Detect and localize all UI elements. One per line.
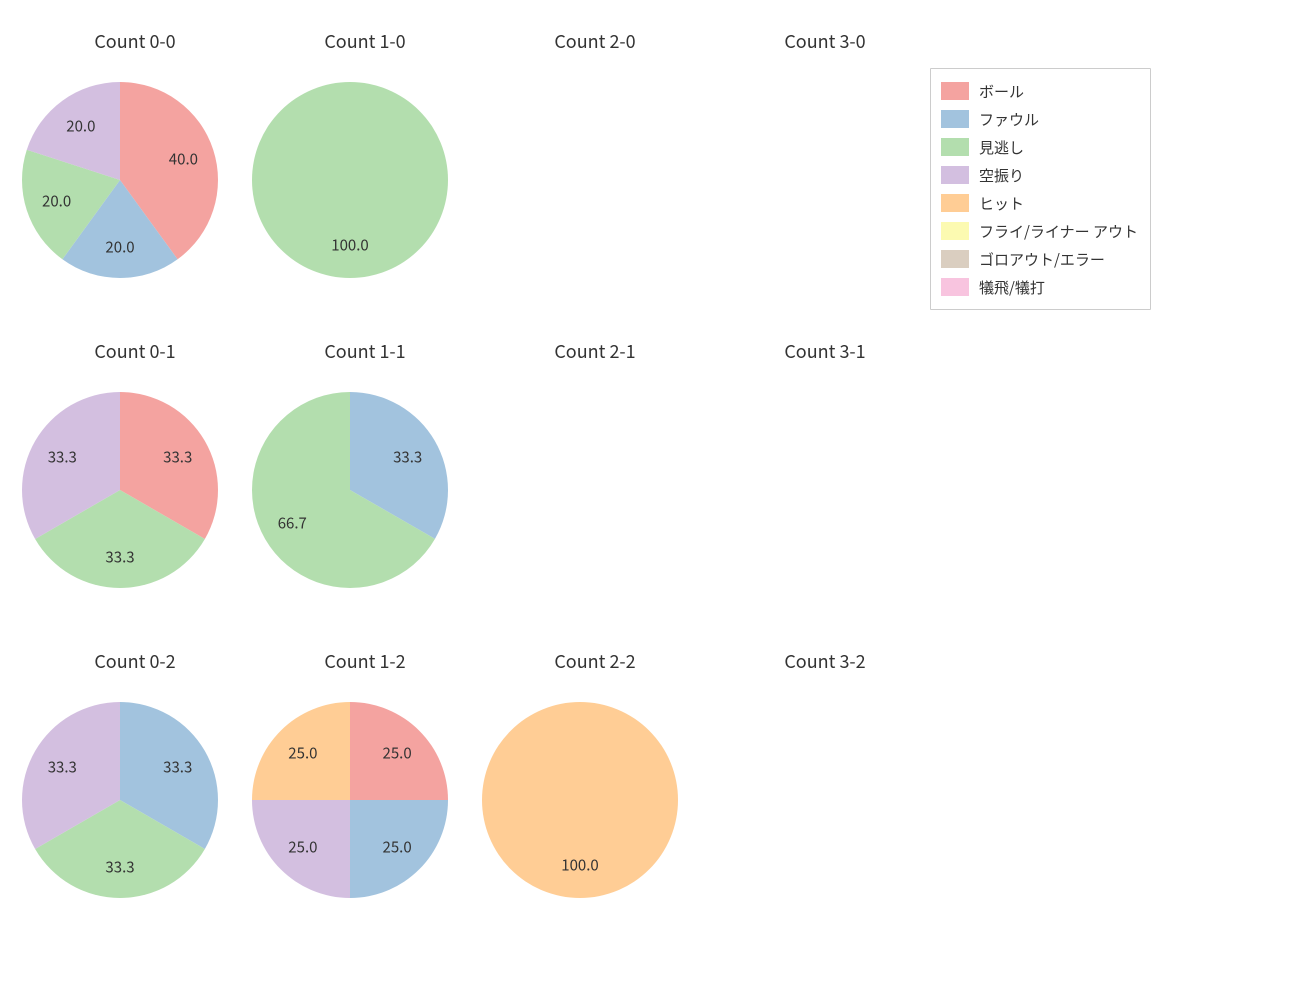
pie-svg xyxy=(252,392,448,588)
pie-chart: 40.0 20.0 20.0 20.0 xyxy=(22,82,218,278)
pie-slice-label: 33.3 xyxy=(393,446,422,467)
panel-title: Count 2-2 xyxy=(480,648,710,674)
legend-swatch xyxy=(941,166,969,184)
chart-panel: Count 0-1 33.3 33.3 33.3 xyxy=(20,320,250,630)
legend-label: 犠飛/犠打 xyxy=(979,277,1045,298)
legend-swatch xyxy=(941,278,969,296)
pie-svg xyxy=(252,702,448,898)
pie-chart: 33.3 33.3 33.3 xyxy=(22,392,218,588)
legend-swatch xyxy=(941,194,969,212)
pie-svg xyxy=(712,82,908,278)
legend-swatch xyxy=(941,222,969,240)
legend-label: 空振り xyxy=(979,165,1024,186)
pie-slice-label: 33.3 xyxy=(105,546,134,567)
pie-slice-label: 33.3 xyxy=(105,856,134,877)
panel-title: Count 1-2 xyxy=(250,648,480,674)
legend-item: 犠飛/犠打 xyxy=(941,273,1138,301)
pie-slice-label: 33.3 xyxy=(163,446,192,467)
legend-item: ゴロアウト/エラー xyxy=(941,245,1138,273)
legend-label: ファウル xyxy=(979,109,1039,130)
pie-slice-label: 20.0 xyxy=(66,116,95,137)
pie-slice-label: 100.0 xyxy=(331,234,368,255)
chart-panel: Count 3-1 xyxy=(710,320,940,630)
pie-chart: 100.0 xyxy=(482,702,678,898)
panel-title: Count 3-1 xyxy=(710,338,940,364)
legend-item: 見逃し xyxy=(941,133,1138,161)
pie-chart xyxy=(482,82,678,278)
pie-svg xyxy=(482,82,678,278)
legend-label: ヒット xyxy=(979,193,1024,214)
chart-panel: Count 0-2 33.3 33.3 33.3 xyxy=(20,630,250,940)
panel-title: Count 1-0 xyxy=(250,28,480,54)
pie-chart: 33.3 33.3 33.3 xyxy=(22,702,218,898)
chart-panel: Count 1-1 33.3 66.7 xyxy=(250,320,480,630)
legend-label: フライ/ライナー アウト xyxy=(979,221,1138,242)
pie-chart: 25.0 25.0 25.0 25.0 xyxy=(252,702,448,898)
pie-slice-label: 33.3 xyxy=(163,756,192,777)
chart-panel: Count 2-2 100.0 xyxy=(480,630,710,940)
panel-title: Count 3-2 xyxy=(710,648,940,674)
pie-slice-label: 20.0 xyxy=(105,236,134,257)
pie-svg xyxy=(712,392,908,588)
legend-label: ボール xyxy=(979,81,1024,102)
legend-item: ボール xyxy=(941,77,1138,105)
panel-title: Count 3-0 xyxy=(710,28,940,54)
pie-chart xyxy=(712,702,908,898)
chart-panel: Count 3-2 xyxy=(710,630,940,940)
pie-chart xyxy=(482,392,678,588)
legend-item: ファウル xyxy=(941,105,1138,133)
chart-panel: Count 2-1 xyxy=(480,320,710,630)
pie-chart xyxy=(712,82,908,278)
pie-chart: 100.0 xyxy=(252,82,448,278)
chart-panel: Count 0-0 40.0 20.0 20.0 20.0 xyxy=(20,10,250,320)
legend-swatch xyxy=(941,82,969,100)
pie-slice-label: 25.0 xyxy=(383,742,412,763)
chart-panel: Count 1-0 100.0 xyxy=(250,10,480,320)
chart-panel: Count 2-0 xyxy=(480,10,710,320)
chart-panel: Count 3-0 xyxy=(710,10,940,320)
pie-svg xyxy=(712,702,908,898)
legend-swatch xyxy=(941,138,969,156)
legend-item: ヒット xyxy=(941,189,1138,217)
pie-slice-label: 20.0 xyxy=(42,190,71,211)
pie-slice-label: 66.7 xyxy=(278,513,307,534)
pie-svg xyxy=(482,392,678,588)
pie-slice-label: 33.3 xyxy=(48,756,77,777)
pie-chart xyxy=(712,392,908,588)
pie-chart: 33.3 66.7 xyxy=(252,392,448,588)
chart-stage: Count 0-040.020.020.020.0Count 1-0100.0C… xyxy=(0,0,1300,1000)
panel-title: Count 1-1 xyxy=(250,338,480,364)
legend-swatch xyxy=(941,110,969,128)
legend-item: フライ/ライナー アウト xyxy=(941,217,1138,245)
legend-label: 見逃し xyxy=(979,137,1024,158)
panel-title: Count 0-0 xyxy=(20,28,250,54)
pie-slice-label: 40.0 xyxy=(169,149,198,170)
panel-title: Count 2-1 xyxy=(480,338,710,364)
panel-title: Count 0-1 xyxy=(20,338,250,364)
panel-title: Count 0-2 xyxy=(20,648,250,674)
legend-item: 空振り xyxy=(941,161,1138,189)
pie-slice-label: 100.0 xyxy=(561,854,598,875)
panel-title: Count 2-0 xyxy=(480,28,710,54)
pie-slice-label: 25.0 xyxy=(288,742,317,763)
pie-slice-label: 25.0 xyxy=(288,837,317,858)
legend: ボールファウル見逃し空振りヒットフライ/ライナー アウトゴロアウト/エラー犠飛/… xyxy=(930,68,1151,310)
legend-swatch xyxy=(941,250,969,268)
legend-label: ゴロアウト/エラー xyxy=(979,249,1105,270)
pie-slice-label: 33.3 xyxy=(48,446,77,467)
chart-panel: Count 1-2 25.0 25.0 25.0 25.0 xyxy=(250,630,480,940)
pie-slice-label: 25.0 xyxy=(383,837,412,858)
